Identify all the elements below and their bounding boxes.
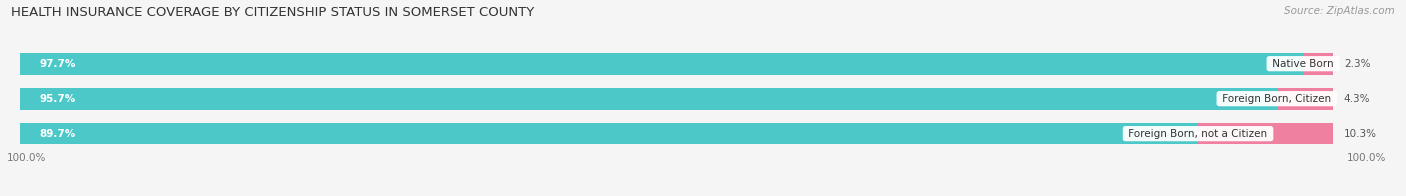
Bar (20, 88, 1277, 110)
Bar (1198, 123, 1333, 144)
Text: Native Born: Native Born (1270, 59, 1337, 69)
Text: 100.0%: 100.0% (1347, 153, 1386, 163)
Text: Source: ZipAtlas.com: Source: ZipAtlas.com (1284, 6, 1395, 16)
Bar (1277, 88, 1333, 110)
Bar (20, 53, 1333, 74)
Text: 10.3%: 10.3% (1344, 129, 1376, 139)
Text: 2.3%: 2.3% (1344, 59, 1371, 69)
Bar (20, 123, 1198, 144)
Text: 97.7%: 97.7% (39, 59, 76, 69)
Text: 4.3%: 4.3% (1344, 94, 1371, 104)
Bar (20, 123, 1333, 144)
Bar (20, 88, 1333, 110)
Text: 95.7%: 95.7% (39, 94, 76, 104)
Bar (20, 53, 1303, 74)
Text: Foreign Born, not a Citizen: Foreign Born, not a Citizen (1125, 129, 1271, 139)
Text: HEALTH INSURANCE COVERAGE BY CITIZENSHIP STATUS IN SOMERSET COUNTY: HEALTH INSURANCE COVERAGE BY CITIZENSHIP… (11, 6, 534, 19)
Text: 89.7%: 89.7% (39, 129, 76, 139)
Text: 100.0%: 100.0% (7, 153, 46, 163)
Bar (1303, 53, 1333, 74)
Text: Foreign Born, Citizen: Foreign Born, Citizen (1219, 94, 1334, 104)
